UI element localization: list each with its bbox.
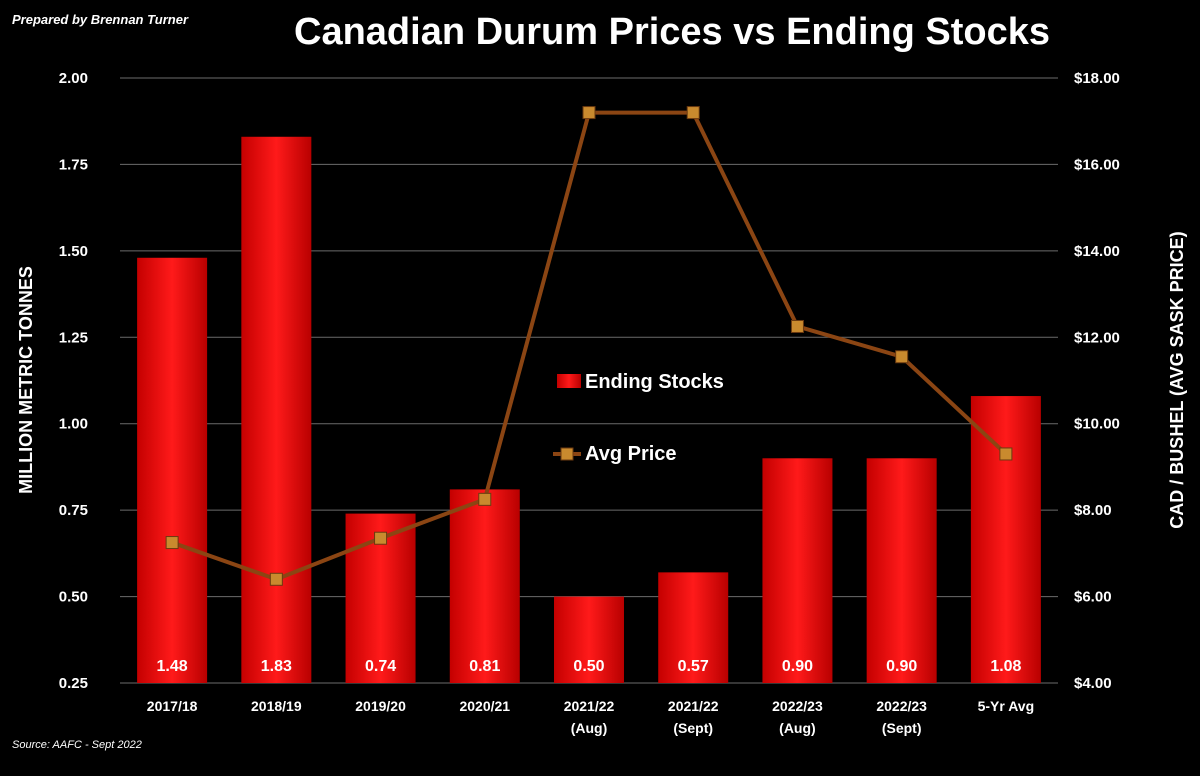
bar: [449, 489, 520, 683]
right-tick-label: $16.00: [1074, 156, 1120, 173]
left-tick-label: 2.00: [59, 70, 88, 87]
right-tick-label: $18.00: [1074, 70, 1120, 87]
right-tick-label: $12.00: [1074, 329, 1120, 346]
prepared-by-text: Prepared by Brennan Turner: [12, 12, 189, 27]
left-tick-label: 1.50: [59, 243, 88, 260]
left-tick-label: 0.75: [59, 502, 88, 519]
left-axis-ticks: 0.25 0.50 0.75 1.00 1.25 1.50 1.75 2.00: [59, 70, 88, 692]
category-label: 2019/20: [355, 698, 406, 714]
price-marker: [895, 350, 909, 364]
right-tick-label: $10.00: [1074, 416, 1120, 433]
bar-value-label: 0.90: [886, 658, 917, 675]
bar-value-label: 1.08: [990, 658, 1021, 675]
right-tick-label: $4.00: [1074, 675, 1112, 692]
category-label: 2021/22 (Sept): [668, 698, 719, 736]
category-labels: 2017/18 2018/19 2019/20 2020/21 2021/22 (Aug)…: [147, 698, 1034, 736]
category-label: 2022/23 (Sept): [876, 698, 927, 736]
bar: [554, 596, 624, 683]
bar: [866, 458, 937, 683]
bar-series-ending-stocks: [137, 136, 1041, 683]
bar: [241, 136, 312, 683]
price-marker: [686, 106, 700, 120]
bar-value-label: 1.83: [261, 658, 292, 675]
category-label: 2018/19: [251, 698, 302, 714]
price-marker: [165, 536, 179, 550]
bar-value-label: 0.81: [469, 658, 500, 675]
legend: Ending Stocks Avg Price: [553, 371, 724, 465]
bar: [970, 396, 1041, 683]
bar: [137, 257, 208, 683]
price-marker: [478, 492, 492, 506]
bar-value-labels: 1.48 1.83 0.74 0.81 0.50 0.57 0.90 0.90 1.08: [157, 658, 1022, 675]
price-marker: [269, 572, 283, 586]
left-tick-label: 0.50: [59, 589, 88, 606]
left-tick-label: 0.25: [59, 675, 88, 692]
category-label: 2021/22 (Aug): [564, 698, 615, 736]
price-marker: [999, 447, 1013, 461]
price-marker: [582, 106, 596, 120]
chart-title: Canadian Durum Prices vs Ending Stocks: [294, 11, 1050, 53]
legend-swatch-ending-stocks: [557, 374, 581, 388]
bar-value-label: 0.90: [782, 658, 813, 675]
category-label: 2020/21: [459, 698, 510, 714]
right-tick-label: $14.00: [1074, 243, 1120, 260]
bar-value-label: 0.74: [365, 658, 396, 675]
bar-value-label: 1.48: [157, 658, 188, 675]
left-tick-label: 1.25: [59, 329, 88, 346]
category-label: 2022/23 (Aug): [772, 698, 823, 736]
price-marker: [374, 531, 388, 545]
right-axis-ticks: $4.00 $6.00 $8.00 $10.00 $12.00 $14.00 $16.00 $…: [1074, 70, 1120, 692]
right-axis-label: CAD / BUSHEL (AVG SASK PRICE): [1167, 231, 1187, 528]
source-text: Source: AAFC - Sept 2022: [12, 739, 142, 751]
right-tick-label: $6.00: [1074, 589, 1112, 606]
price-marker: [790, 319, 804, 333]
bar-value-label: 0.50: [573, 658, 604, 675]
left-tick-label: 1.00: [59, 416, 88, 433]
left-axis-label: MILLION METRIC TONNES: [16, 266, 36, 494]
bar: [658, 572, 729, 683]
bar: [762, 458, 833, 683]
category-label: 5-Yr Avg: [978, 698, 1035, 714]
legend-label-ending-stocks: Ending Stocks: [585, 371, 724, 393]
bar-value-label: 0.57: [678, 658, 709, 675]
category-label: 2017/18: [147, 698, 198, 714]
legend-label-avg-price: Avg Price: [585, 443, 677, 465]
left-tick-label: 1.75: [59, 156, 88, 173]
legend-swatch-avg-price-marker: [560, 447, 574, 461]
right-tick-label: $8.00: [1074, 502, 1112, 519]
line-series-avg-price: [165, 106, 1013, 586]
